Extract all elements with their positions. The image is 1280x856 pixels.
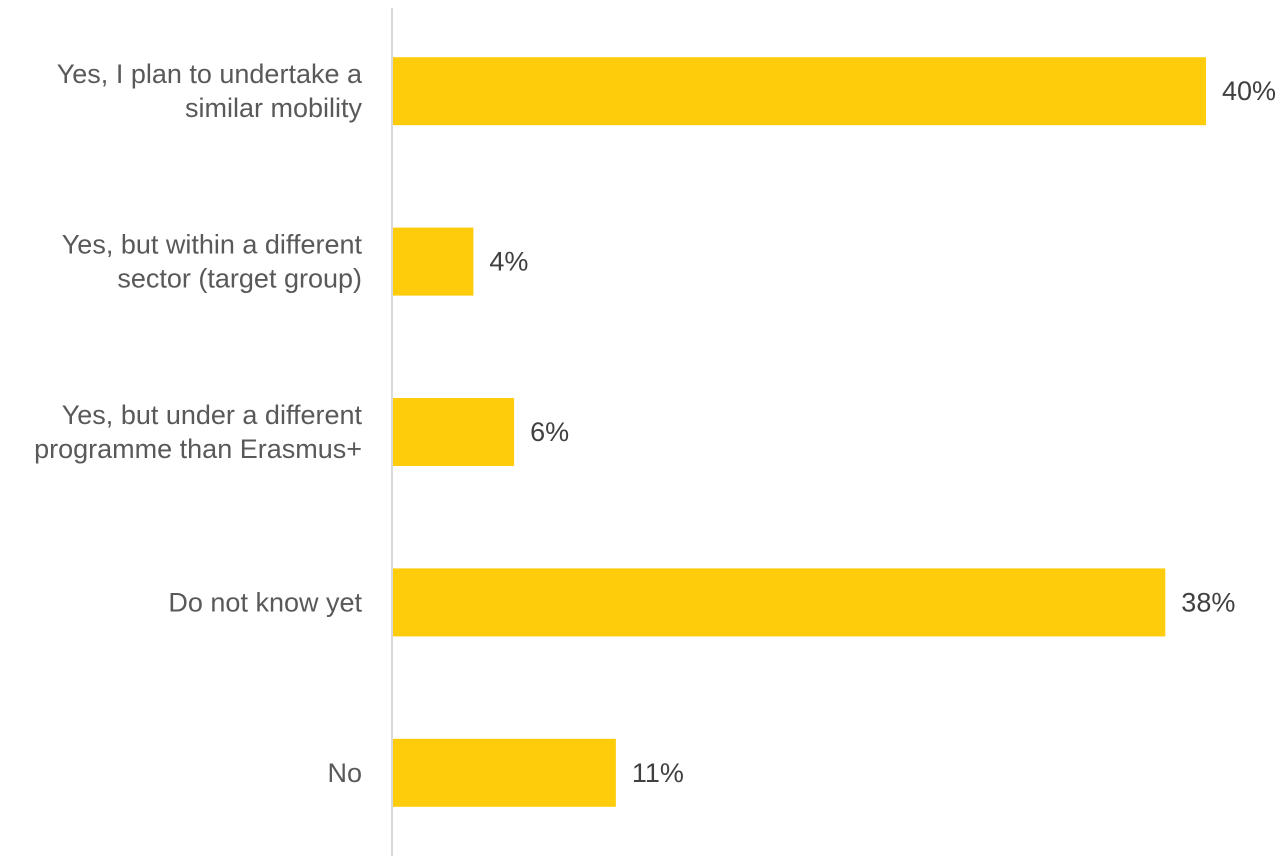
category-label: Yes, but within a different	[62, 230, 363, 260]
bar	[392, 398, 515, 466]
category-label: Yes, but under a different	[62, 400, 363, 430]
category-label: similar mobility	[185, 93, 363, 123]
data-label: 6%	[530, 417, 569, 447]
category-labels-group: Yes, I plan to undertake a similar mobili…	[34, 59, 363, 788]
data-label: 40%	[1222, 76, 1276, 106]
bar	[392, 568, 1166, 637]
data-labels-group: 40% 4% 6% 38% 11%	[489, 76, 1276, 788]
category-label: sector (target group)	[117, 264, 362, 294]
category-label: Do not know yet	[168, 587, 362, 617]
bar	[392, 57, 1206, 126]
bar	[392, 738, 616, 807]
category-label: No	[327, 758, 362, 788]
category-label: programme than Erasmus+	[34, 434, 362, 464]
bar	[392, 227, 474, 296]
data-label: 11%	[632, 758, 684, 788]
data-label: 4%	[489, 247, 528, 277]
bars-group	[392, 57, 1206, 807]
data-label: 38%	[1181, 587, 1235, 617]
category-label: Yes, I plan to undertake a	[57, 59, 363, 89]
